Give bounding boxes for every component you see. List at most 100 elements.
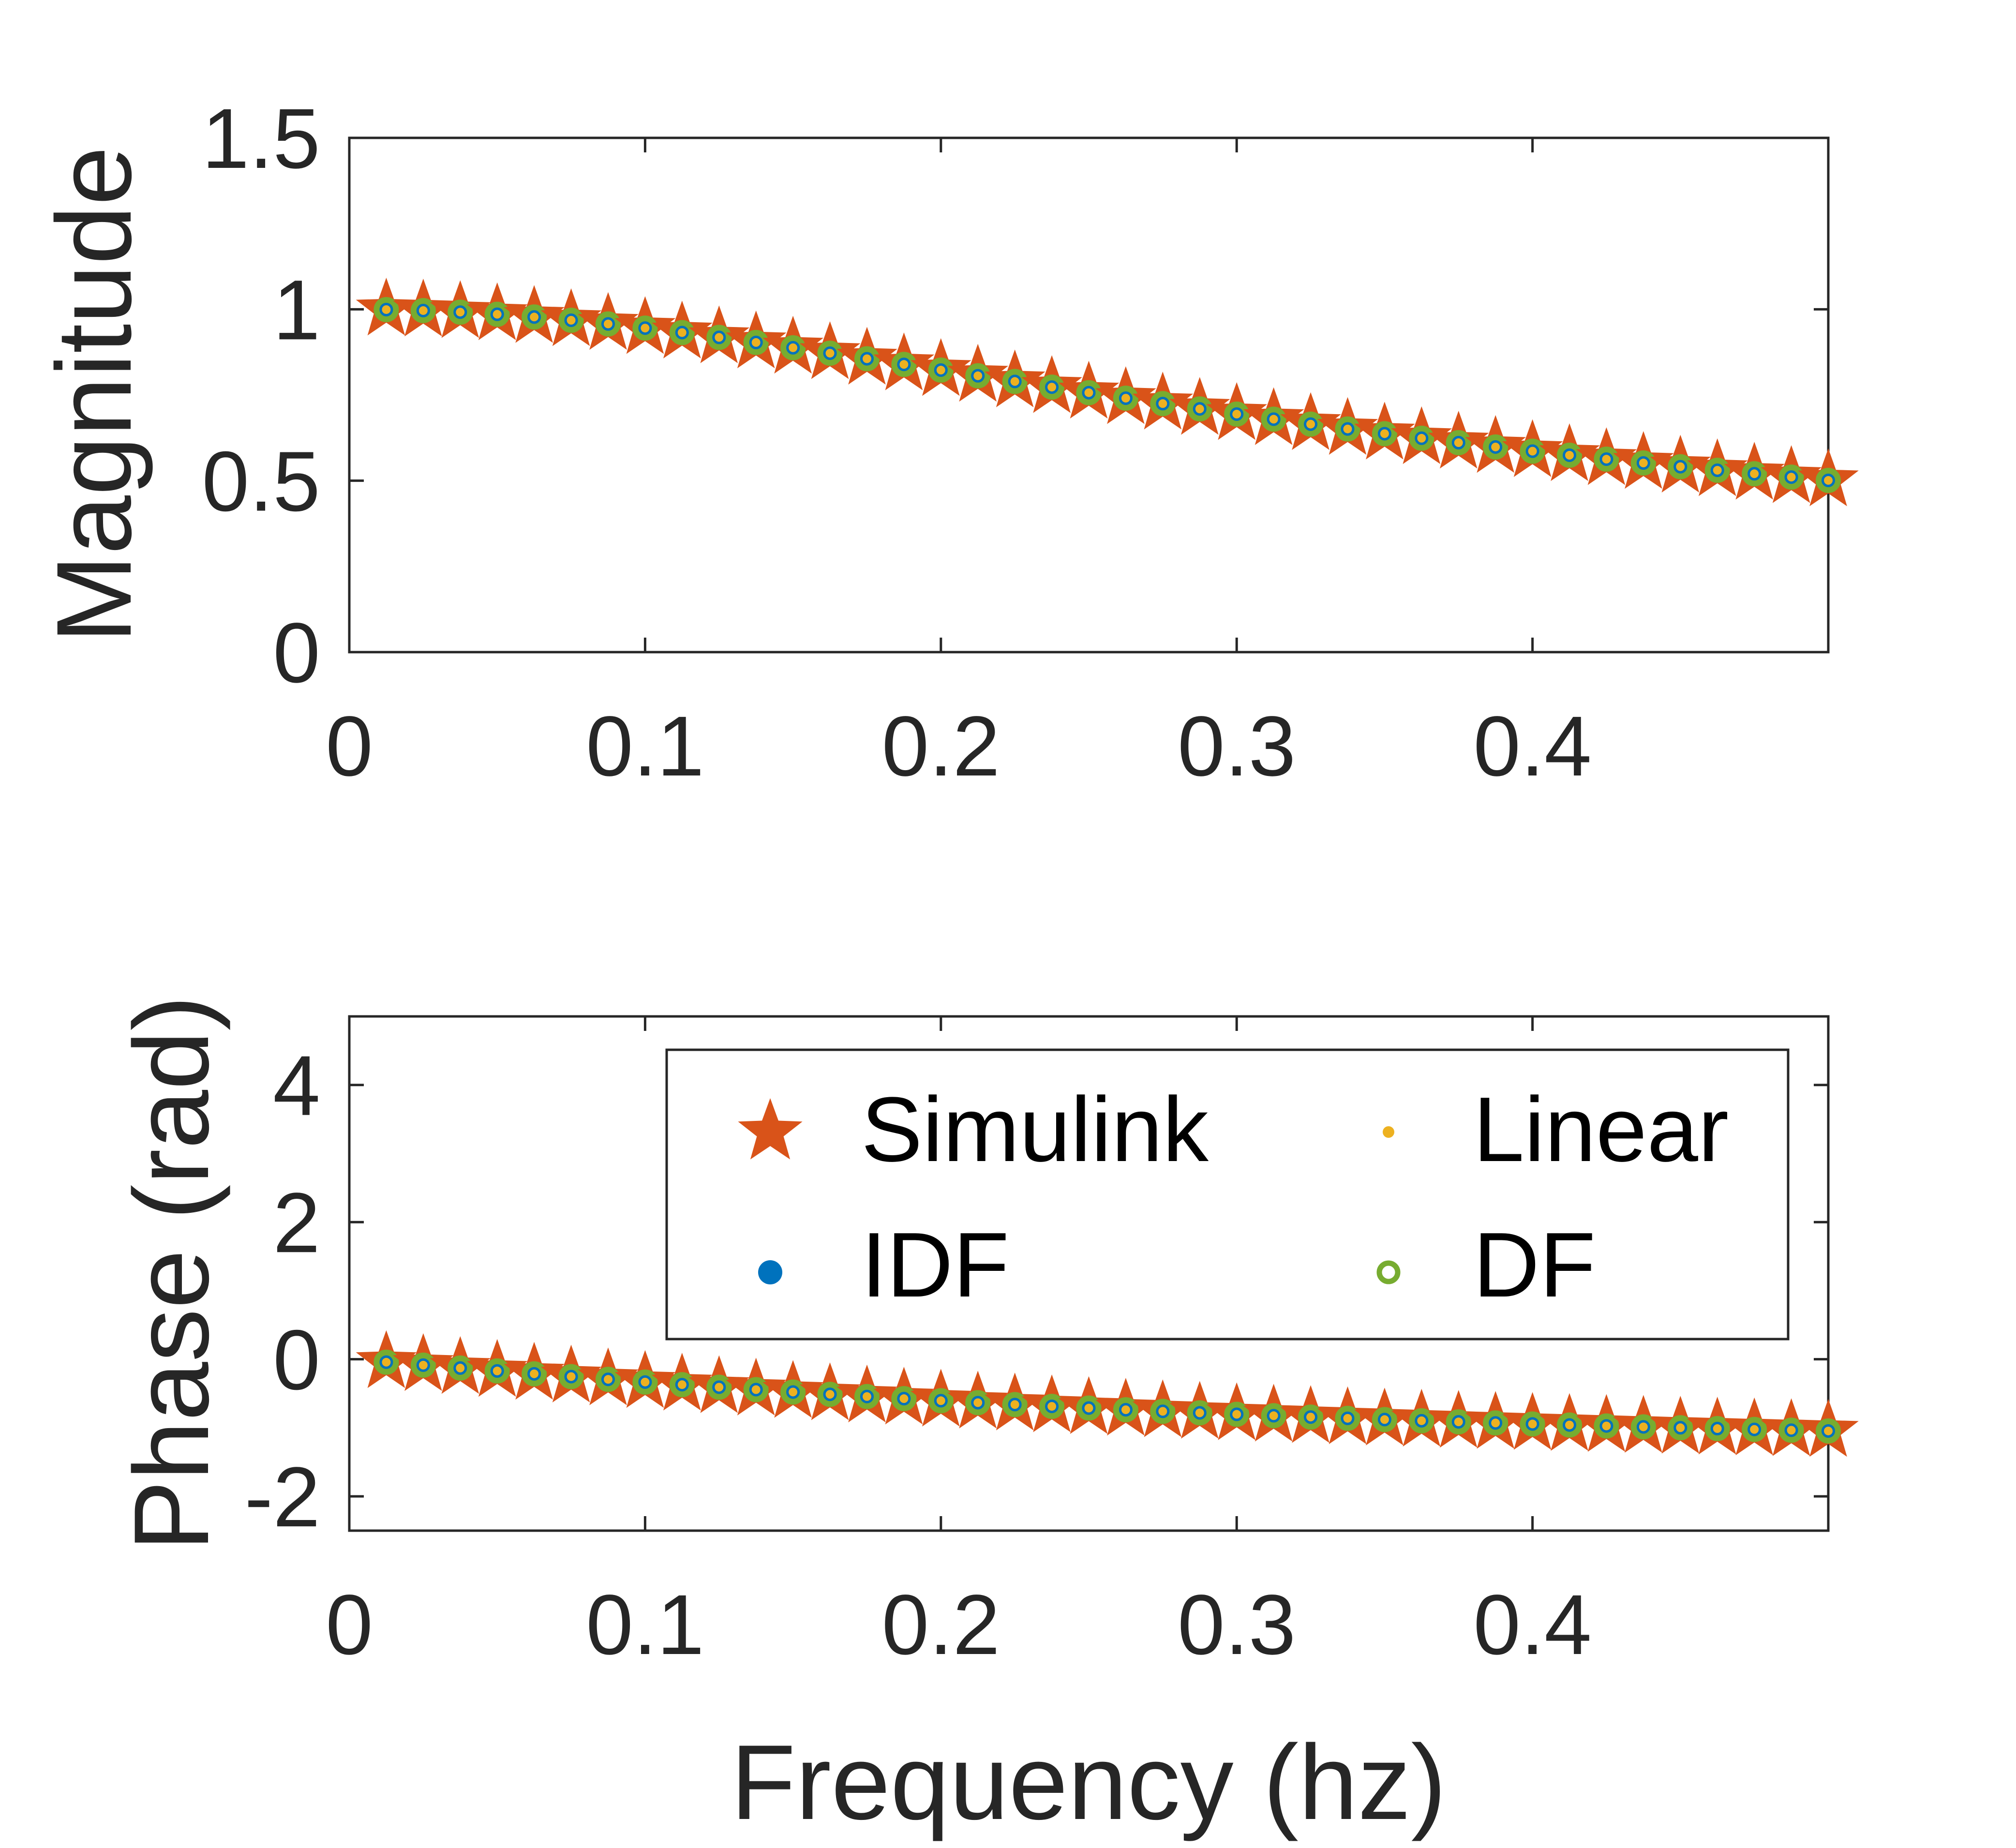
df-point (1224, 402, 1250, 427)
phase-x-tick-label: 0 (326, 1578, 373, 1672)
linear-point (493, 1366, 502, 1375)
df-point (1704, 458, 1730, 483)
linear-point (1306, 1413, 1315, 1422)
df-point (1742, 1416, 1767, 1442)
linear-point (825, 349, 835, 358)
df-point (1150, 391, 1176, 417)
df-point (484, 301, 510, 327)
legend-label-df: DF (1473, 1214, 1596, 1316)
phase-x-tick-label: 0.1 (586, 1578, 704, 1672)
linear-point (936, 1396, 945, 1405)
df-point (1002, 369, 1028, 394)
df-point (373, 297, 399, 322)
df-point (1630, 1414, 1656, 1440)
df-point (1261, 406, 1286, 432)
linear-point (1343, 1414, 1352, 1423)
df-point (669, 320, 695, 345)
linear-point (789, 1387, 798, 1397)
linear-point (1454, 1417, 1463, 1427)
linear-point (715, 333, 724, 342)
linear-point (1417, 1416, 1426, 1425)
df-point (410, 1352, 436, 1378)
phase-y-tick-label: 0 (273, 1313, 320, 1408)
linear-point (899, 1394, 909, 1403)
magnitude-y-axis-title: Magnitude (34, 146, 153, 643)
linear-point (1565, 451, 1574, 460)
linear-point (1195, 404, 1204, 414)
linear-point (1787, 1426, 1796, 1435)
linear-point (1602, 455, 1611, 464)
magnitude-y-tick-label: 0 (273, 606, 320, 700)
df-point (1187, 396, 1212, 422)
legend-box (665, 1048, 1790, 1341)
linear-point (1306, 419, 1315, 429)
linear-point (751, 338, 761, 347)
df-point (1816, 1418, 1841, 1444)
linear-point (677, 328, 687, 337)
legend-label-idf: IDF (861, 1214, 1009, 1316)
df-point (1076, 1395, 1102, 1421)
x-axis-title: Frequency (hz) (731, 1723, 1446, 1842)
df-point (780, 1379, 806, 1405)
df-point (743, 329, 769, 355)
magnitude-x-tick-label: 0.3 (1178, 699, 1296, 794)
linear-point (1602, 1421, 1611, 1431)
df-point (1816, 468, 1841, 493)
df-point (817, 1382, 843, 1407)
df-point (1742, 461, 1767, 487)
df-point (595, 311, 621, 337)
df-point (522, 1361, 547, 1386)
df-point (928, 358, 954, 383)
linear-point (1824, 476, 1833, 485)
linear-point (382, 305, 391, 314)
df-point (1778, 464, 1804, 490)
phase-y-tick-label: 4 (273, 1039, 320, 1133)
df-point (1778, 1417, 1804, 1443)
phase-y-tick-label: 2 (273, 1176, 320, 1270)
linear-point (677, 1380, 687, 1389)
df-point (743, 1377, 769, 1402)
linear-point (973, 371, 983, 380)
magnitude-ticks: 0 0.1 0.2 0.3 0.4 0 0.5 1 1.5 (202, 91, 1828, 794)
linear-point (418, 306, 428, 315)
df-point (965, 1390, 991, 1416)
legend-label-simulink: Simulink (861, 1078, 1209, 1181)
phase-x-tick-label: 0.2 (881, 1578, 1000, 1672)
df-point (891, 352, 917, 377)
linear-point (1787, 473, 1796, 482)
legend-label-linear: Linear (1473, 1078, 1729, 1181)
df-point (854, 1384, 880, 1409)
legend: Simulink Linear IDF DF (665, 1048, 1790, 1341)
linear-point (1195, 1408, 1204, 1417)
magnitude-x-tick-label: 0.4 (1473, 699, 1592, 794)
linear-point (1491, 1418, 1500, 1428)
df-point (448, 299, 473, 325)
df-point (1668, 454, 1693, 479)
df-point (1113, 386, 1138, 411)
df-point (1372, 1407, 1397, 1432)
linear-point (530, 1369, 539, 1378)
linear-point (1084, 388, 1093, 397)
linear-point (1454, 438, 1463, 447)
df-point (1668, 1415, 1693, 1441)
df-point (1298, 1404, 1324, 1430)
df-point (632, 315, 658, 341)
df-point (1483, 1410, 1508, 1436)
legend-marker-idf (758, 1260, 782, 1284)
linear-point (1713, 466, 1722, 475)
df-point (1224, 1401, 1250, 1427)
linear-point (1528, 447, 1537, 456)
df-point (1039, 1394, 1065, 1419)
linear-point (567, 315, 576, 325)
phase-y-axis-title: Phase (rad) (112, 995, 231, 1551)
linear-point (1417, 433, 1426, 443)
df-point (558, 307, 584, 333)
linear-point (1528, 1419, 1537, 1429)
linear-point (603, 319, 612, 328)
phase-x-tick-label: 0.3 (1178, 1578, 1296, 1672)
linear-point (825, 1390, 835, 1399)
linear-point (567, 1372, 576, 1381)
linear-point (1639, 1422, 1648, 1431)
